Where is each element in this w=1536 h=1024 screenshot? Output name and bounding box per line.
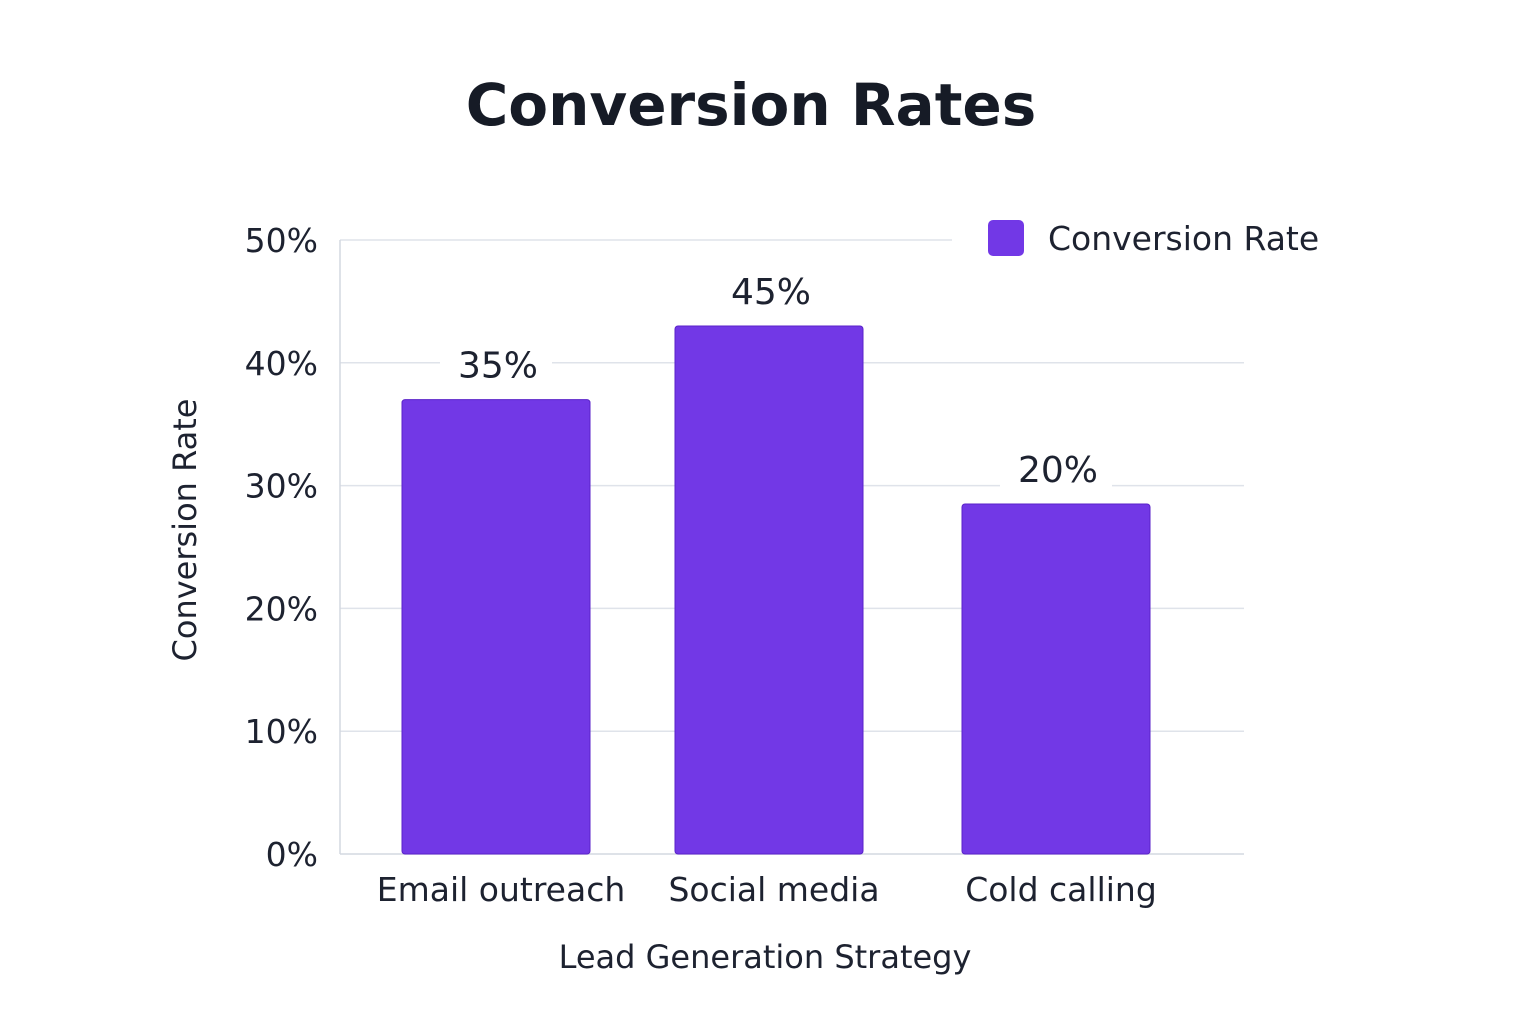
- chart-title: Conversion Rates: [466, 71, 1037, 139]
- bars: [401, 325, 1151, 855]
- bar: [961, 503, 1151, 855]
- x-tick-label: Social media: [668, 870, 879, 909]
- y-tick-label: 30%: [245, 467, 318, 506]
- bar: [674, 325, 864, 855]
- bar: [401, 399, 591, 855]
- y-axis-title: Conversion Rate: [166, 399, 204, 662]
- legend-swatch: [988, 220, 1024, 256]
- x-tick-label: Cold calling: [965, 870, 1157, 909]
- y-tick-label: 0%: [266, 835, 318, 874]
- data-label: 45%: [731, 272, 811, 313]
- x-axis-categories: Email outreach Social media Cold calling: [377, 870, 1157, 909]
- y-tick-label: 40%: [245, 344, 318, 383]
- legend: Conversion Rate: [988, 219, 1319, 258]
- x-axis-title: Lead Generation Strategy: [559, 938, 972, 976]
- data-label: 20%: [1018, 450, 1098, 491]
- y-axis-ticks: 0% 10% 20% 30% 40% 50%: [245, 221, 318, 874]
- data-labels: 35% 45% 20%: [440, 267, 1112, 491]
- y-tick-label: 20%: [245, 589, 318, 628]
- data-label-background: [713, 267, 825, 312]
- y-tick-label: 10%: [245, 712, 318, 751]
- legend-label: Conversion Rate: [1048, 219, 1319, 258]
- x-tick-label: Email outreach: [377, 870, 626, 909]
- data-label-background: [440, 341, 552, 386]
- data-label-background: [1000, 446, 1112, 491]
- data-label: 35%: [458, 346, 538, 387]
- y-tick-label: 50%: [245, 221, 318, 260]
